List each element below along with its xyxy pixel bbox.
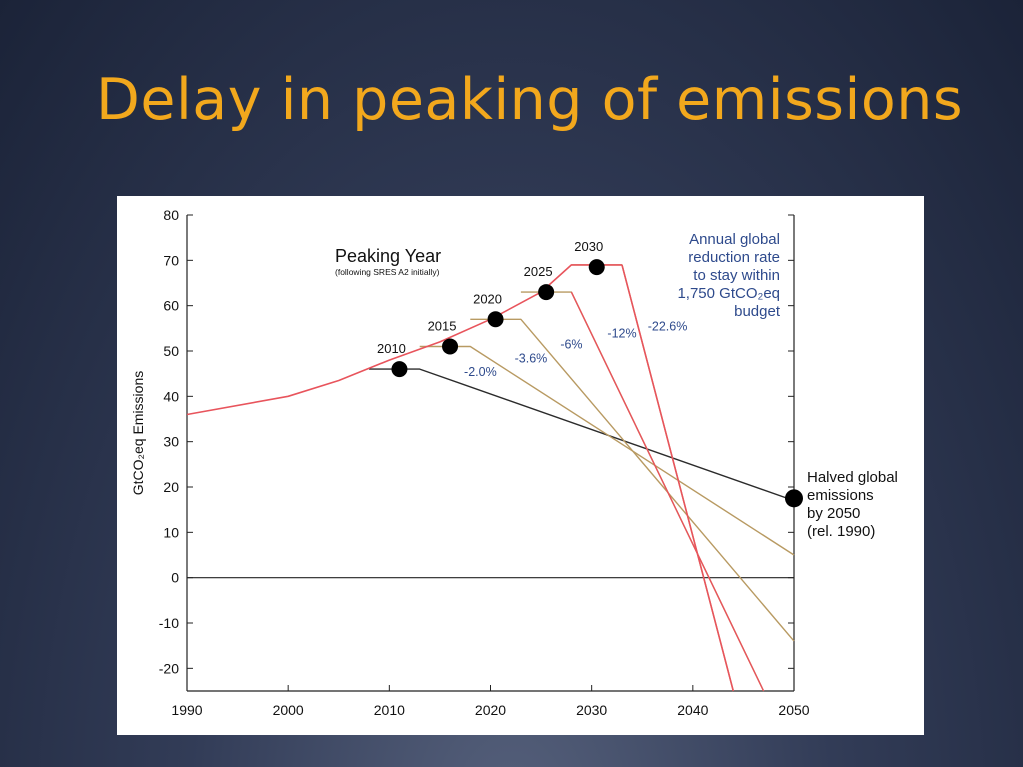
y-tick-label: 10	[163, 524, 179, 540]
peaking-title: Peaking Year	[335, 246, 441, 266]
y-axis-label: GtCO₂eq Emissions	[130, 371, 146, 495]
rate-label: -6%	[560, 338, 582, 352]
y-tick-label: 0	[171, 570, 179, 586]
y-tick-label: 40	[163, 388, 179, 404]
y-tick-label: 80	[163, 207, 179, 223]
budget-note-line: 1,750 GtCO₂eq	[677, 285, 780, 302]
halved-note-line: emissions	[807, 487, 874, 504]
peak-marker	[442, 338, 459, 355]
y-tick-label: 30	[163, 434, 179, 450]
peak-year-label: 2010	[377, 341, 406, 356]
y-tick-label: 50	[163, 343, 179, 359]
y-tick-label: -10	[159, 615, 179, 631]
halved-note-line: (rel. 1990)	[807, 523, 875, 540]
x-tick-label: 2050	[778, 702, 809, 718]
budget-note-line: to stay within	[693, 267, 780, 284]
end-marker	[785, 489, 803, 508]
pathway-line-2020	[470, 318, 795, 642]
x-tick-label: 2030	[576, 702, 607, 718]
x-tick-label: 2010	[374, 702, 405, 718]
chart-labels: 2010 -2.0% 2015 -3.6% 2020 -6% 2025 -12% 2030 -22…	[335, 231, 898, 540]
halved-note-line: by 2050	[807, 505, 860, 522]
peak-marker	[588, 259, 605, 276]
pathway-line-2015	[419, 345, 795, 556]
baseline-line	[186, 264, 622, 416]
rate-label: -2.0%	[464, 365, 497, 379]
peaking-subtitle: (following SRES A2 initially)	[335, 267, 440, 277]
chart-figure: 80 70 60 50 40 30 20 10 0 -10 -20 1990 2000 2010 2020 2…	[117, 196, 924, 735]
budget-note-line: Annual global	[689, 231, 780, 248]
y-tick-label: 70	[163, 252, 179, 268]
rate-label: -22.6%	[648, 320, 688, 334]
y-tick-label: 60	[163, 298, 179, 314]
y-tick-label: 20	[163, 479, 179, 495]
x-tick-label: 2040	[677, 702, 708, 718]
peak-year-label: 2030	[574, 239, 603, 254]
pathway-line-2025	[520, 291, 765, 692]
pathway-line-2010	[369, 368, 795, 502]
halved-note-line: Halved global	[807, 469, 898, 486]
x-tick-label: 2000	[273, 702, 304, 718]
peak-markers	[391, 259, 803, 508]
rate-label: -3.6%	[515, 351, 548, 365]
x-tick-label: 1990	[171, 702, 202, 718]
pathway-line-2025-descent	[570, 291, 765, 692]
rate-label: -12%	[607, 326, 636, 340]
peak-marker	[538, 284, 555, 301]
budget-note-line: budget	[734, 303, 781, 320]
x-tick-label: 2020	[475, 702, 506, 718]
y-tick-label: -20	[159, 660, 179, 676]
peak-year-label: 2025	[524, 264, 553, 279]
slide-title: Delay in peaking of emissions	[96, 67, 964, 133]
emission-pathways	[186, 264, 795, 692]
peak-marker	[391, 361, 408, 378]
peak-year-label: 2015	[428, 318, 457, 333]
peak-year-label: 2020	[473, 291, 502, 306]
budget-note-line: reduction rate	[688, 249, 780, 266]
peak-marker	[487, 311, 504, 328]
pathway-line-2030-descent	[621, 264, 735, 692]
